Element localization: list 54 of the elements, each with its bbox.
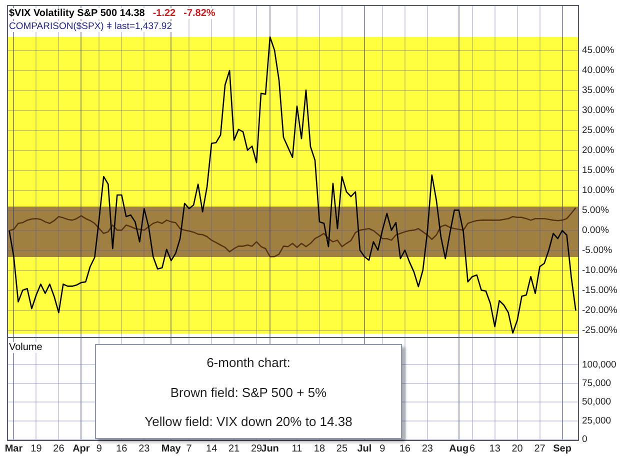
- x-tick-label: 9: [380, 443, 386, 454]
- y-tick-label: 10.00%: [582, 185, 615, 196]
- annotation: 6-month chart:: [206, 355, 290, 370]
- y-tick-label: 30.00%: [582, 105, 615, 116]
- x-tick-label: 19: [30, 443, 42, 454]
- y-tick-label: 0: [582, 434, 588, 446]
- x-tick-label: 9: [96, 443, 102, 454]
- x-tick-label: 13: [489, 443, 501, 454]
- x-tick-label: Jun: [261, 443, 279, 454]
- annotation: -1.22: [152, 8, 176, 19]
- x-tick-label: 23: [138, 443, 150, 454]
- x-tick-label: Aug: [449, 443, 469, 454]
- y-tick-label: 25,000: [582, 415, 612, 426]
- x-tick-label: 14: [206, 443, 218, 454]
- y-tick-label: 35.00%: [582, 85, 615, 96]
- y-tick-label: -5.00%: [582, 245, 613, 256]
- x-tick-label: 25: [336, 443, 348, 454]
- y-tick-label: 0.00%: [582, 225, 610, 236]
- text: COMPARISON($SPX) ǂ last=1,437.92: [9, 21, 172, 32]
- x-tick-label: 26: [53, 443, 65, 454]
- x-tick-label: Sep: [553, 443, 572, 454]
- annotation: Brown field: S&P 500 + 5%: [170, 384, 327, 400]
- x-tick-label: May: [161, 443, 182, 454]
- x-tick-label: 29: [250, 443, 263, 454]
- x-tick-label: 20: [512, 443, 524, 454]
- y-tick-label: 5.00%: [582, 205, 610, 216]
- y-tick-label: -25.00%: [582, 325, 618, 336]
- y-tick-label: 100,000: [582, 359, 616, 370]
- y-tick-label: -10.00%: [582, 265, 618, 276]
- y-tick-label: 75,000: [582, 378, 612, 390]
- y-tick-label: 20.00%: [582, 145, 615, 156]
- x-tick-label: 16: [399, 443, 411, 454]
- y-tick-label: 15.00%: [582, 165, 615, 176]
- x-tick-label: 16: [116, 443, 128, 454]
- y-tick-label: 50,000: [582, 396, 612, 408]
- y-tick-label: -20.00%: [582, 305, 618, 316]
- x-tick-label: 7: [186, 443, 192, 454]
- x-tick-label: 23: [422, 443, 434, 454]
- chart-title: $VIX Volatility S&P 500 14.38: [9, 8, 145, 19]
- x-tick-label: 11: [292, 443, 303, 454]
- y-tick-label: 45.00%: [582, 45, 615, 56]
- annotation: -7.82%: [184, 8, 216, 19]
- x-tick-label: 6: [470, 443, 476, 454]
- text: Volume: [9, 342, 42, 353]
- x-tick-label: 27: [534, 443, 546, 454]
- y-tick-label: 25.00%: [582, 125, 615, 136]
- x-tick-label: Mar: [4, 443, 23, 454]
- annotation: Yellow field: VIX down 20% to 14.38: [144, 414, 352, 429]
- x-tick-label: Jul: [357, 443, 372, 454]
- y-tick-label: 40.00%: [582, 65, 615, 76]
- y-tick-label: -15.00%: [582, 285, 618, 296]
- x-tick-label: 21: [228, 443, 240, 454]
- x-tick-label: 18: [314, 443, 326, 454]
- x-tick-label: Apr: [72, 443, 90, 454]
